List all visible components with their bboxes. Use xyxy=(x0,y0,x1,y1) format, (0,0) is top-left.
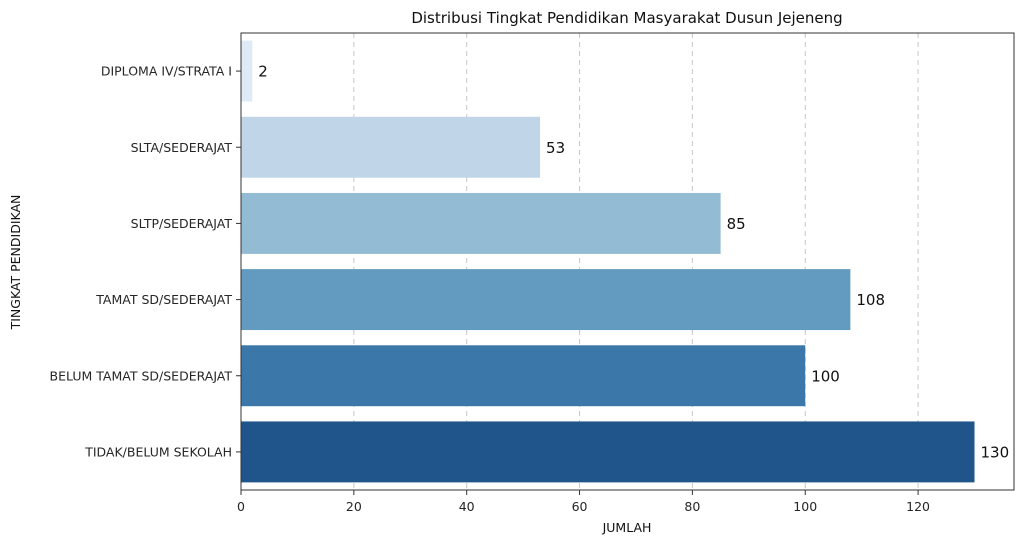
y-axis-title: TINGKAT PENDIDIKAN xyxy=(8,195,23,331)
y-tick-label: DIPLOMA IV/STRATA I xyxy=(101,64,232,79)
data-labels: 2 53 85 108 100 130 xyxy=(258,63,1009,462)
bar xyxy=(241,269,851,331)
y-tick-label: TIDAK/BELUM SEKOLAH xyxy=(84,444,232,459)
y-tick-label: SLTA/SEDERAJAT xyxy=(131,140,233,155)
bar xyxy=(241,192,721,254)
x-tick-label: 100 xyxy=(793,499,817,514)
x-tick-label: 60 xyxy=(572,499,588,514)
bar xyxy=(241,345,806,407)
y-tick-label: SLTP/SEDERAJAT xyxy=(131,216,233,231)
plot-frame xyxy=(240,32,1015,491)
bar xyxy=(241,40,253,102)
data-label: 100 xyxy=(811,367,840,385)
data-label: 85 xyxy=(727,215,746,233)
data-label: 53 xyxy=(546,139,565,157)
x-tick-label: 0 xyxy=(237,499,245,514)
y-tick-label: TAMAT SD/SEDERAJAT xyxy=(95,292,232,307)
bar xyxy=(241,421,975,483)
x-tick-label: 20 xyxy=(346,499,362,514)
chart-title: Distribusi Tingkat Pendidikan Masyarakat… xyxy=(411,9,842,27)
x-tick-label: 40 xyxy=(459,499,475,514)
bar xyxy=(241,116,541,178)
x-axis-title: JUMLAH xyxy=(602,520,652,535)
data-label: 130 xyxy=(981,443,1010,461)
grid-lines xyxy=(353,33,919,490)
data-label: 108 xyxy=(856,291,885,309)
bars xyxy=(241,40,975,483)
x-tick-label: 120 xyxy=(906,499,930,514)
y-tick-label: BELUM TAMAT SD/SEDERAJAT xyxy=(50,368,233,383)
data-label: 2 xyxy=(258,63,268,81)
x-tick-label: 80 xyxy=(684,499,700,514)
x-axis-ticks: 0 20 40 60 80 100 120 xyxy=(237,490,930,514)
y-axis-ticks: DIPLOMA IV/STRATA I SLTA/SEDERAJAT SLTP/SE… xyxy=(50,64,241,459)
